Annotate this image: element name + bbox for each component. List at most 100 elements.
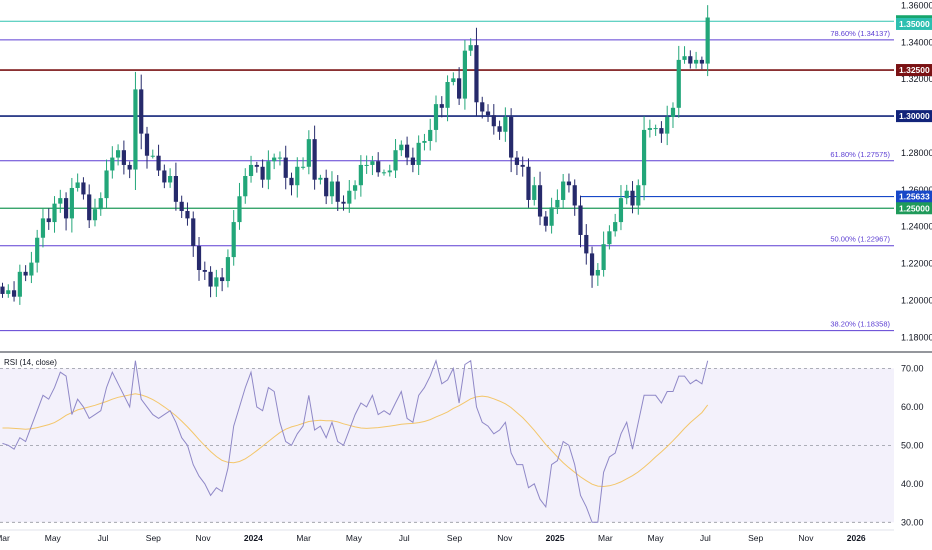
candle-body bbox=[526, 166, 531, 200]
candle-body bbox=[468, 45, 473, 51]
candle bbox=[641, 116, 647, 201]
candle-body bbox=[532, 185, 537, 200]
candle-body bbox=[364, 164, 369, 166]
candle-body bbox=[121, 150, 126, 165]
candle-body bbox=[416, 142, 421, 165]
rsi-tick-label: 50.00 bbox=[901, 440, 924, 450]
price-tick-label: 1.18000 bbox=[901, 332, 932, 342]
candle-body bbox=[237, 196, 242, 223]
price-tick-label: 1.24000 bbox=[901, 222, 932, 232]
candle bbox=[537, 171, 543, 226]
time-tick-label: Mar bbox=[598, 533, 613, 543]
candle-body bbox=[306, 139, 311, 167]
candle bbox=[23, 265, 28, 282]
rsi-pane[interactable]: RSI (14, close) bbox=[0, 358, 894, 523]
candle bbox=[595, 263, 600, 286]
candle bbox=[509, 108, 514, 173]
candle-body bbox=[485, 111, 491, 116]
time-tick-label: Nov bbox=[196, 533, 212, 543]
candle bbox=[98, 192, 103, 216]
candle bbox=[254, 161, 259, 173]
candle bbox=[520, 156, 525, 177]
candle bbox=[133, 71, 138, 191]
candle-body bbox=[445, 82, 450, 108]
candle-body bbox=[376, 161, 381, 173]
price-tick-label: 1.28000 bbox=[901, 148, 932, 158]
candle-body bbox=[561, 181, 566, 200]
tag-125000: 1.25000 bbox=[896, 202, 932, 215]
candle-body bbox=[81, 182, 86, 195]
candle-body bbox=[133, 89, 138, 170]
candle-body bbox=[179, 201, 184, 212]
candle bbox=[277, 151, 283, 166]
rsi-tick-label: 70.00 bbox=[901, 363, 924, 373]
price-pane[interactable]: 78.60% (1.34137) 61.80% (1.27575) 50.00% (… bbox=[0, 5, 894, 332]
candle-body bbox=[520, 164, 525, 167]
candle-body bbox=[46, 218, 51, 223]
candle-body bbox=[549, 207, 554, 226]
fibonacci-levels bbox=[0, 39, 894, 332]
time-tick-label: Nov bbox=[497, 533, 513, 543]
candle bbox=[393, 139, 398, 178]
candle-body bbox=[191, 218, 196, 247]
candle-body bbox=[514, 157, 520, 165]
candle-body bbox=[624, 190, 629, 199]
candle bbox=[659, 121, 664, 143]
time-tick-label: Jul bbox=[700, 533, 711, 543]
candle bbox=[630, 181, 635, 214]
candle bbox=[35, 229, 40, 273]
candle bbox=[29, 251, 34, 284]
candle-body bbox=[58, 198, 63, 204]
candle bbox=[462, 40, 467, 110]
time-tick-label: Jul bbox=[98, 533, 109, 543]
candle-body bbox=[220, 277, 225, 282]
candle-body bbox=[694, 59, 699, 64]
candle bbox=[283, 145, 288, 190]
price-tick-label: 1.32000 bbox=[901, 74, 932, 84]
candle bbox=[63, 192, 69, 231]
candle bbox=[457, 67, 462, 105]
candle-body bbox=[0, 286, 5, 294]
candle bbox=[150, 149, 155, 159]
candle bbox=[168, 168, 173, 188]
candle-body bbox=[659, 128, 664, 134]
candle-body bbox=[300, 166, 306, 168]
candle bbox=[306, 130, 311, 175]
candle-body bbox=[11, 290, 17, 297]
candle bbox=[647, 119, 652, 138]
candle bbox=[613, 213, 618, 237]
candle bbox=[208, 266, 213, 298]
rsi-scale[interactable]: 70.00 60.00 50.00 40.00 30.00 bbox=[901, 363, 924, 527]
candle bbox=[387, 164, 392, 177]
candle bbox=[555, 189, 560, 215]
candle-body bbox=[295, 166, 300, 186]
tag-132500-text: 1.32500 bbox=[899, 65, 930, 75]
candle-body bbox=[584, 234, 589, 254]
candle bbox=[682, 46, 687, 64]
tag-135000: 1.35000 bbox=[896, 17, 932, 30]
candle-body bbox=[104, 170, 109, 199]
time-axis[interactable]: Mar May Jul Sep Nov 2024 Mar May Jul Sep Nov 2025 Ma… bbox=[0, 529, 894, 543]
candle bbox=[185, 202, 190, 226]
candle bbox=[624, 184, 629, 205]
candle bbox=[162, 164, 167, 189]
candle bbox=[497, 120, 502, 140]
tag-130000: 1.30000 bbox=[896, 110, 932, 123]
candle-body bbox=[393, 150, 398, 171]
candle bbox=[474, 27, 479, 116]
candle-body bbox=[665, 117, 670, 134]
candle bbox=[370, 155, 375, 176]
candle bbox=[196, 236, 202, 281]
candle-body bbox=[387, 170, 392, 173]
candle-body bbox=[185, 211, 190, 219]
candle bbox=[676, 45, 681, 118]
candle bbox=[485, 104, 491, 122]
tag-132500-bg bbox=[896, 64, 932, 77]
candle bbox=[694, 51, 699, 69]
time-tick-label: 2025 bbox=[546, 533, 565, 543]
candle bbox=[87, 184, 92, 228]
candle-body bbox=[254, 164, 259, 167]
candle-body bbox=[318, 177, 323, 180]
candle-body bbox=[312, 139, 317, 180]
